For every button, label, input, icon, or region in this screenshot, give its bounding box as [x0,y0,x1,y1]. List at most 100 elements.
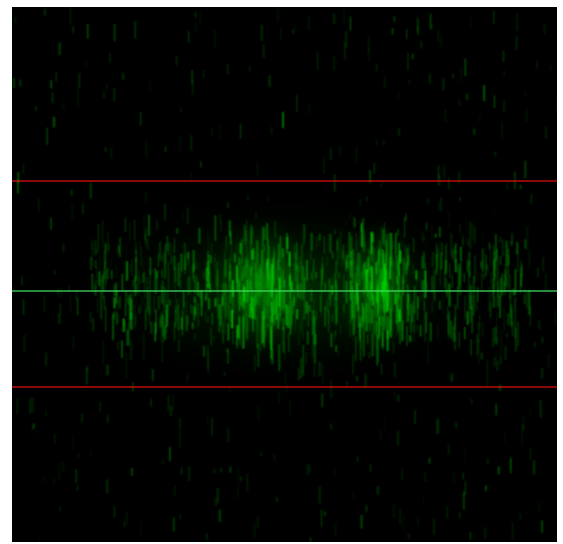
streak [180,107,181,112]
streak [467,239,469,246]
streak [186,301,188,314]
streak [62,463,64,472]
streak [395,233,397,254]
streak [72,204,73,221]
streak [250,229,252,252]
streak [420,292,421,302]
streak [86,62,87,70]
streak [320,284,322,294]
streak [70,296,71,312]
streak [459,197,460,201]
streak [464,327,466,339]
streak [437,323,439,338]
streak [305,352,307,364]
streak [258,406,260,420]
streak [241,239,243,264]
streak [371,309,373,323]
streak [198,303,200,326]
streak [231,310,233,328]
streak [311,233,313,251]
streak [380,429,381,441]
streak [124,218,126,232]
streak [439,267,441,287]
streak [244,225,245,244]
streak [194,334,196,340]
streak [459,512,461,519]
streak [184,243,186,270]
streak [403,258,405,284]
streak [182,212,183,222]
streak [516,13,518,30]
streak [21,276,22,285]
streak [510,459,512,470]
streak [195,23,197,32]
streak [362,218,364,248]
streak [175,285,177,309]
streak [192,322,194,329]
streak [330,424,332,430]
streak [330,148,332,160]
streak [238,468,239,481]
streak [310,537,312,544]
streak [407,53,408,71]
streak [207,267,209,288]
streak [504,70,505,77]
streak [77,89,79,107]
streak [148,292,150,315]
streak [430,322,432,341]
streak [240,476,242,481]
streak [441,242,442,270]
streak [279,236,282,262]
streak [138,306,140,313]
streak [317,53,318,70]
streak [423,251,425,268]
streak [119,296,121,308]
streak [322,264,324,273]
streak [534,342,536,347]
streak [215,498,217,506]
streak [314,365,315,377]
streak [438,175,440,186]
streak [100,291,102,318]
streak [409,335,411,342]
streak [94,285,96,296]
streak [257,517,258,528]
streak [302,313,304,339]
streak [294,297,295,306]
streak [102,275,103,291]
streak [214,298,216,306]
streak [419,270,421,289]
streak [106,480,108,494]
streak [103,91,105,98]
streak [517,322,519,346]
streak [495,296,496,308]
streak [353,354,354,375]
streak [343,275,344,297]
streak [453,471,455,483]
streak [490,302,492,318]
streak [334,332,335,341]
streak [526,109,528,122]
streak [276,497,278,502]
streak [267,196,269,202]
streak [339,146,341,156]
streak [156,220,158,231]
streak [106,365,109,376]
streak [526,292,529,309]
streak [91,274,93,291]
streak [268,270,270,283]
streak [468,290,470,310]
streak [494,206,495,213]
streak [144,233,145,241]
streak [399,509,401,526]
streak [402,320,403,340]
streak [504,282,505,292]
streak [306,260,308,281]
streak [188,466,190,481]
streak [70,190,73,196]
streak [165,146,167,152]
streak [200,11,201,23]
streak [363,324,365,357]
streak [321,394,323,407]
streak [289,252,291,267]
